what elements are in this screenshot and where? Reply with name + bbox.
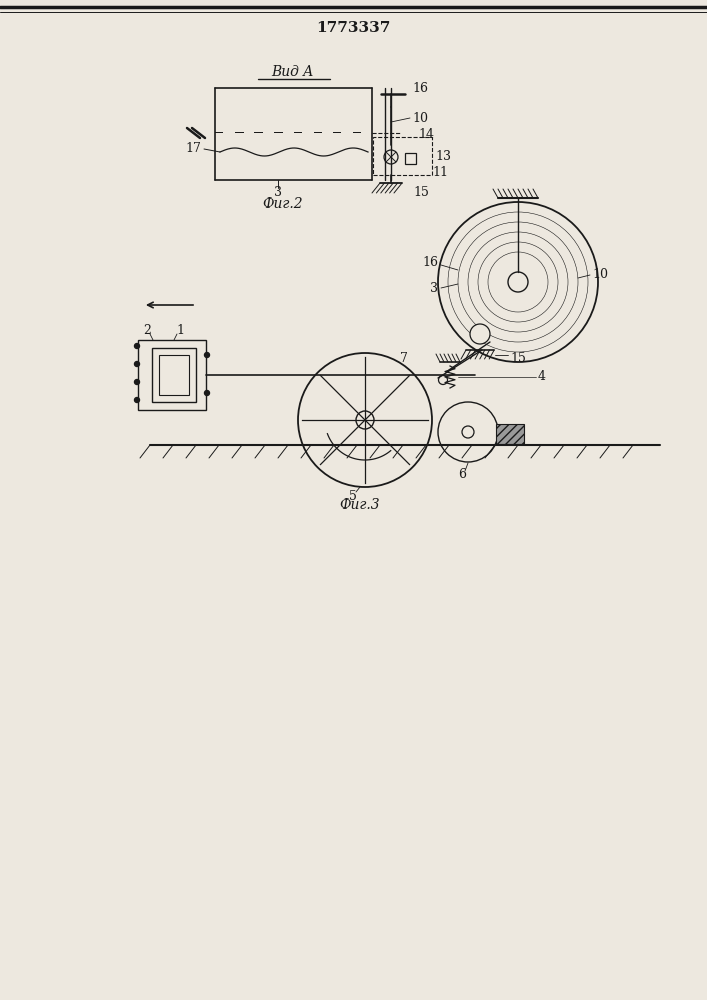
Text: 11: 11 — [432, 165, 448, 178]
Text: 15: 15 — [510, 352, 526, 364]
Text: 10: 10 — [592, 268, 608, 282]
Text: 5: 5 — [349, 490, 357, 504]
Bar — [159, 355, 189, 395]
Circle shape — [134, 379, 139, 384]
Text: 3: 3 — [430, 282, 438, 294]
Text: 15: 15 — [413, 186, 429, 200]
Text: 10: 10 — [412, 111, 428, 124]
Text: 1: 1 — [176, 324, 184, 336]
Text: 13: 13 — [435, 150, 451, 163]
Circle shape — [134, 344, 139, 349]
Text: 4: 4 — [538, 370, 546, 383]
Text: 16: 16 — [422, 255, 438, 268]
Circle shape — [204, 353, 209, 358]
Circle shape — [298, 353, 432, 487]
Circle shape — [438, 375, 448, 384]
Circle shape — [462, 426, 474, 438]
Circle shape — [438, 402, 498, 462]
Bar — [373, 137, 432, 175]
Circle shape — [470, 324, 490, 344]
Circle shape — [204, 390, 209, 395]
Text: Фиг.3: Фиг.3 — [339, 498, 380, 512]
Text: 16: 16 — [412, 82, 428, 95]
Bar — [138, 340, 206, 410]
Text: 14: 14 — [418, 127, 434, 140]
Bar — [152, 348, 196, 402]
Circle shape — [384, 150, 398, 164]
Text: 6: 6 — [458, 468, 466, 482]
Text: 1773337: 1773337 — [316, 21, 390, 35]
Bar — [405, 153, 416, 164]
Text: 7: 7 — [400, 352, 408, 364]
Circle shape — [356, 411, 374, 429]
Text: Фиг.2: Фиг.2 — [263, 197, 303, 211]
Text: 17: 17 — [185, 142, 201, 155]
Bar — [496, 424, 524, 444]
Circle shape — [134, 361, 139, 366]
Text: 2: 2 — [143, 324, 151, 336]
Text: 3: 3 — [274, 186, 282, 198]
Circle shape — [134, 397, 139, 402]
Circle shape — [438, 202, 598, 362]
Text: Вид A: Вид A — [271, 65, 313, 79]
Circle shape — [508, 272, 528, 292]
